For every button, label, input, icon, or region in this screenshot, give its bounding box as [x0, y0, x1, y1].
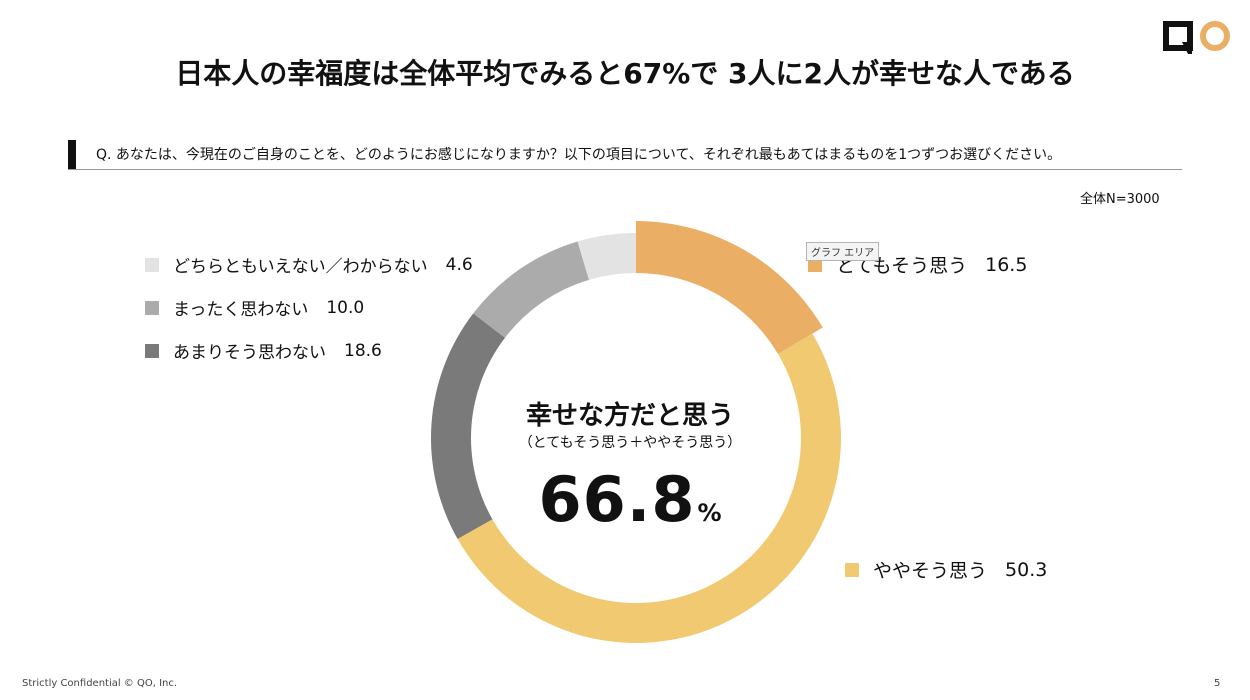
footer-confidential: Strictly Confidential © QO, Inc.	[22, 678, 178, 689]
legend-label: ややそう思う	[873, 560, 988, 582]
donut-slice-1[interactable]	[457, 333, 841, 643]
legend-value: 10.0	[326, 297, 365, 318]
sample-size: 全体N=3000	[1080, 192, 1160, 207]
chart-area-tooltip: グラフ エリア	[806, 242, 880, 261]
legend-swatch	[145, 257, 159, 272]
legend-label: まったく思わない	[173, 300, 309, 320]
survey-question: Q. あなたは、今現在のご自身のことを、どのようにお感じになりますか？以下の項目…	[96, 147, 1062, 163]
legend-item-not-really: あまりそう思わない 18.6	[145, 338, 382, 363]
donut-slice-4[interactable]	[577, 233, 636, 280]
qo-logo	[1163, 21, 1230, 54]
center-subtitle: （とてもそう思う＋ややそう思う）	[518, 435, 742, 451]
page-title: 日本人の幸福度は全体平均でみると67%で 3人に2人が幸せな人である	[175, 57, 1075, 90]
legend-item-neutral: どちらともいえない／わからない 4.6	[145, 252, 473, 277]
donut-slice-2[interactable]	[430, 313, 505, 540]
legend-label: どちらともいえない／わからない	[173, 257, 428, 277]
center-value: 66.8%	[460, 463, 800, 536]
legend-value: 16.5	[985, 253, 1028, 276]
legend-value: 50.3	[1005, 558, 1048, 581]
question-divider	[68, 169, 1182, 170]
legend-swatch	[808, 257, 822, 272]
center-title: 幸せな方だと思う	[525, 401, 734, 431]
legend-value: 18.6	[344, 340, 382, 361]
question-marker	[68, 140, 76, 169]
legend-swatch	[145, 343, 159, 358]
legend-value: 4.6	[445, 254, 473, 275]
donut-slice-0[interactable]	[636, 221, 823, 355]
legend-label: あまりそう思わない	[173, 343, 326, 363]
legend-item-somewhat-agree: ややそう思う 50.3	[845, 556, 1047, 583]
legend-item-not-at-all: まったく思わない 10.0	[145, 295, 364, 320]
center-value-unit: %	[697, 499, 722, 527]
center-value-number: 66.8	[538, 463, 696, 536]
legend-swatch	[145, 300, 159, 315]
donut-slice-3[interactable]	[473, 241, 589, 338]
page-number: 5	[1214, 678, 1221, 689]
legend-swatch	[845, 562, 859, 577]
